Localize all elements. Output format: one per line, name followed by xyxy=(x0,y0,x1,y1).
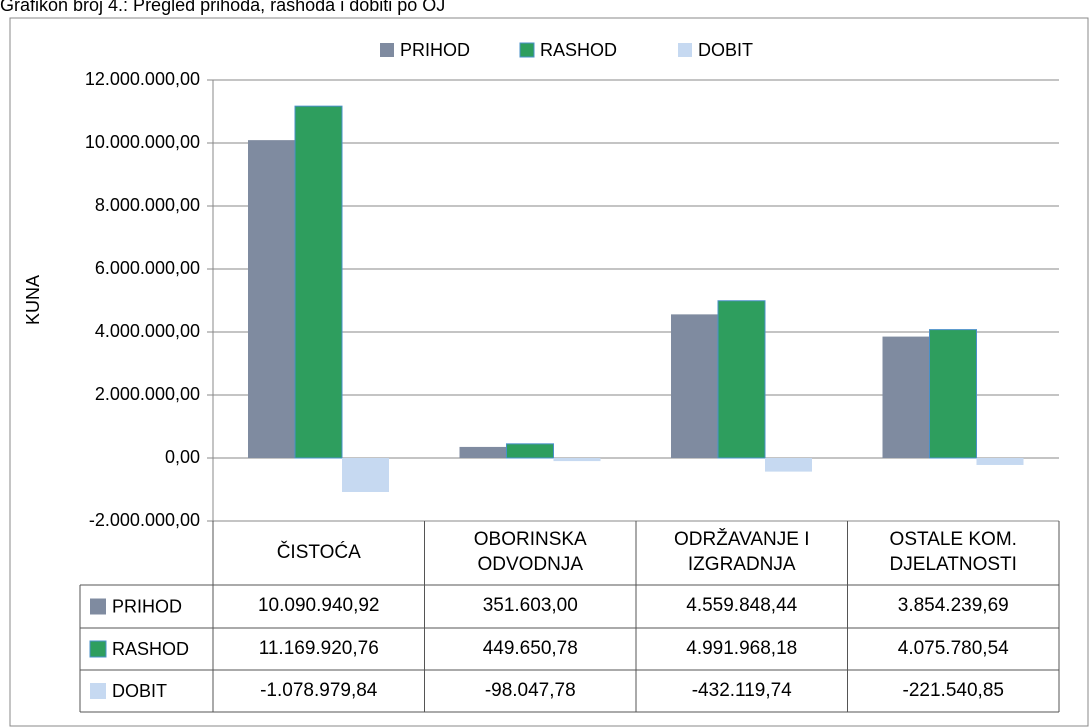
bar xyxy=(717,300,766,459)
table-legend-label: RASHOD xyxy=(112,639,189,659)
table-value: 11.169.920,76 xyxy=(258,637,379,659)
bar xyxy=(459,446,507,458)
bar xyxy=(671,314,718,458)
chart-title: Grafikon broj 4.: Pregled prihoda, rasho… xyxy=(0,0,445,15)
legend-swatch xyxy=(380,43,394,57)
table-value: 3.854.239,69 xyxy=(897,595,1009,617)
y-tick-label: 12.000.000,00 xyxy=(85,69,200,89)
table-value: 4.075.780,54 xyxy=(897,637,1009,659)
category-label: ČISTOĆA xyxy=(276,541,361,563)
table-value: -221.540,85 xyxy=(902,679,1004,701)
table-legend-label: DOBIT xyxy=(112,681,167,701)
bar xyxy=(553,458,601,462)
y-tick-label: 6.000.000,00 xyxy=(95,258,200,278)
table-value: 4.559.848,44 xyxy=(686,595,798,617)
category-label: OSTALE KOM. DJELATNOSTI xyxy=(889,529,1017,575)
y-axis-label: KUNA xyxy=(23,275,43,325)
y-tick-label: 8.000.000,00 xyxy=(95,195,200,215)
bar xyxy=(294,105,343,459)
category-label: ODRŽAVANJE I IZGRADNJA xyxy=(674,529,810,575)
table-value: 10.090.940,92 xyxy=(257,595,380,617)
y-tick-label: 4.000.000,00 xyxy=(95,321,200,341)
legend-swatch xyxy=(678,43,692,57)
table-legend-swatch xyxy=(90,598,106,615)
table-value: 351.603,00 xyxy=(482,595,578,617)
legend-swatch xyxy=(519,42,535,58)
category-label: OBORINSKA ODVODNJA xyxy=(473,529,587,575)
y-tick-label: -2.000.000,00 xyxy=(89,510,200,530)
table-value: 4.991.968,18 xyxy=(686,637,798,659)
bar xyxy=(882,336,930,458)
table-legend-swatch xyxy=(89,640,107,658)
table-value: -1.078.979,84 xyxy=(260,679,378,701)
bar xyxy=(765,458,812,472)
legend-label: RASHOD xyxy=(540,40,617,60)
bar xyxy=(342,458,389,492)
table-value: -432.119,74 xyxy=(691,679,792,701)
y-tick-label: 10.000.000,00 xyxy=(85,132,200,152)
bar xyxy=(976,458,1024,465)
bar xyxy=(248,140,295,458)
legend-label: PRIHOD xyxy=(400,40,470,60)
y-tick-label: 0,00 xyxy=(165,447,200,467)
table-value: 449.650,78 xyxy=(482,637,578,659)
bar xyxy=(506,443,554,459)
bar xyxy=(929,329,977,459)
y-tick-label: 2.000.000,00 xyxy=(95,384,200,404)
table-legend-label: PRIHOD xyxy=(112,596,182,616)
table-legend-swatch xyxy=(90,683,106,699)
legend-label: DOBIT xyxy=(698,40,753,60)
table-value: -98.047,78 xyxy=(484,679,576,701)
